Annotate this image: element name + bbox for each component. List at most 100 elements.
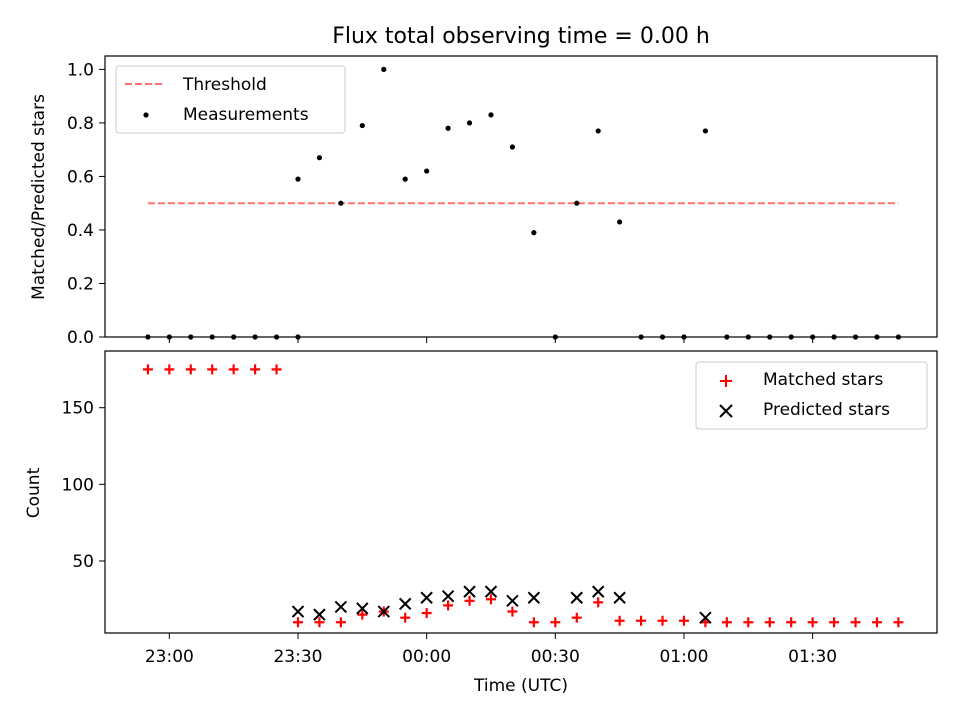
top-panel: 0.0 0.2 0.4 0.6 0.8 1.0 Matched/Predicted sta… [29, 55, 938, 348]
matched-point [142, 364, 153, 375]
matched-point [292, 617, 303, 628]
matched-point [571, 612, 582, 623]
predicted-point [570, 591, 583, 604]
legend-matched-label: Matched stars [763, 370, 883, 390]
matched-point [207, 364, 218, 375]
predicted-point [591, 585, 605, 598]
predicted-point [441, 590, 455, 603]
bottom-y-label: Count [24, 467, 44, 518]
predicted-point [313, 608, 326, 621]
predicted-point [334, 600, 348, 614]
bottom-legend-box [695, 361, 928, 430]
matched-point [786, 617, 797, 628]
matched-point [743, 617, 754, 628]
predicted-point [527, 591, 541, 604]
x-tick-label: 00:30 [531, 647, 580, 667]
predicted-point [398, 597, 412, 611]
bottom-plot-frame [104, 350, 938, 634]
measurement-point [617, 219, 623, 225]
measurement-point [488, 112, 494, 118]
y-tick-label: 50 [72, 552, 94, 572]
matched-point [807, 617, 818, 628]
top-legend-box [115, 65, 346, 134]
legend-predicted-label: Predicted stars [763, 400, 890, 420]
x-tick-label: 00:00 [402, 647, 451, 667]
measurement-point [445, 125, 451, 131]
legend-measurements-label: Measurements [183, 105, 309, 125]
top-legend: Threshold Measurements [115, 65, 346, 134]
matched-point [271, 364, 282, 375]
measurement-point [702, 128, 709, 134]
top-series [145, 66, 902, 340]
x-tick-label: 01:00 [659, 647, 708, 667]
measurement-point [402, 176, 408, 182]
matched-point [550, 617, 561, 628]
matched-point [764, 617, 775, 628]
y-tick-label: 150 [62, 399, 94, 419]
legend-threshold-label: Threshold [182, 75, 267, 95]
measurement-point [381, 66, 387, 72]
matched-point [721, 617, 732, 628]
predicted-point [291, 605, 305, 618]
measurement-point [338, 200, 344, 206]
matched-point [829, 617, 840, 628]
chart-title: Flux total observing time = 0.00 h [332, 24, 710, 49]
matched-point [400, 612, 411, 623]
y-tick-label: 0.0 [67, 328, 94, 348]
legend-measurements-swatch [143, 112, 149, 118]
x-tick-label: 23:30 [273, 647, 322, 667]
top-x-axis [168, 337, 814, 343]
matched-point [871, 617, 882, 628]
matched-point [657, 615, 668, 626]
x-axis-label: Time (UTC) [473, 676, 568, 696]
bottom-series [142, 364, 904, 628]
matched-point [593, 597, 604, 608]
predicted-point [484, 585, 498, 598]
legend-predicted-swatch [719, 404, 733, 418]
bottom-y-axis: 50 100 150 [62, 399, 105, 572]
matched-point [228, 364, 239, 375]
top-y-label: Matched/Predicted stars [29, 94, 49, 300]
matched-point [250, 364, 261, 375]
matched-point [485, 594, 496, 605]
matched-point [314, 617, 325, 628]
matched-point [893, 617, 904, 628]
matched-point [164, 364, 175, 375]
measurement-point [595, 128, 601, 134]
matched-point [357, 609, 368, 620]
matched-point [464, 595, 475, 606]
measurement-point [574, 200, 580, 206]
measurement-point [531, 230, 537, 236]
top-plot-frame [104, 55, 938, 338]
measurement-point [509, 144, 516, 150]
matched-point [850, 617, 861, 628]
predicted-point [506, 594, 519, 608]
y-tick-label: 0.2 [67, 274, 94, 294]
legend-matched-swatch [720, 375, 732, 387]
measurement-point [316, 155, 323, 161]
bottom-legend: Matched stars Predicted stars [695, 361, 928, 430]
x-tick-label: 23:00 [145, 647, 194, 667]
predicted-point [463, 585, 476, 598]
y-tick-label: 100 [62, 475, 94, 495]
matched-point [443, 600, 454, 611]
y-tick-label: 1.0 [67, 60, 94, 80]
predicted-point [420, 591, 433, 604]
y-tick-label: 0.6 [67, 167, 94, 187]
matched-point [528, 617, 539, 628]
y-tick-label: 0.4 [67, 221, 94, 241]
matched-point [421, 608, 432, 619]
matched-point [185, 364, 196, 375]
matched-point [335, 617, 346, 628]
y-tick-label: 0.8 [67, 114, 94, 134]
matched-point [678, 615, 689, 626]
measurement-point [424, 168, 430, 174]
predicted-point [613, 591, 626, 604]
matched-point [507, 606, 518, 617]
measurement-point [466, 120, 473, 126]
predicted-point [699, 611, 712, 624]
measurement-point [295, 176, 301, 182]
measurement-point [359, 122, 365, 129]
